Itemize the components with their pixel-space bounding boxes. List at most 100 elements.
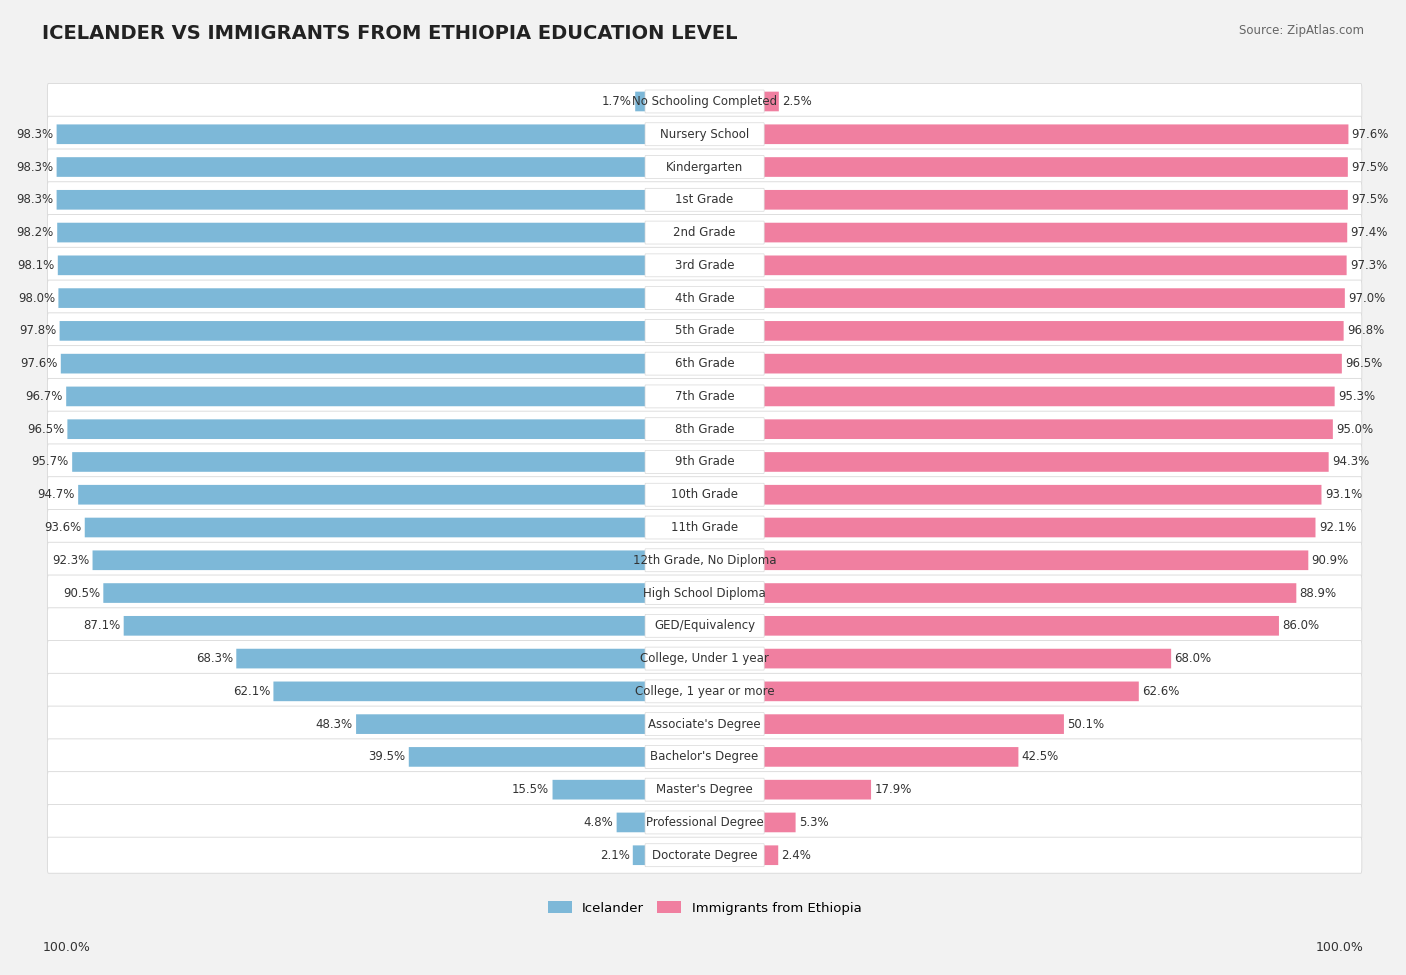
FancyBboxPatch shape <box>645 549 765 571</box>
FancyBboxPatch shape <box>67 419 645 439</box>
Text: 97.8%: 97.8% <box>20 325 56 337</box>
Text: 98.3%: 98.3% <box>17 161 53 174</box>
Text: ICELANDER VS IMMIGRANTS FROM ETHIOPIA EDUCATION LEVEL: ICELANDER VS IMMIGRANTS FROM ETHIOPIA ED… <box>42 24 738 43</box>
FancyBboxPatch shape <box>645 123 765 145</box>
Text: 3rd Grade: 3rd Grade <box>675 258 734 272</box>
FancyBboxPatch shape <box>645 352 765 375</box>
Text: 7th Grade: 7th Grade <box>675 390 734 403</box>
Text: 87.1%: 87.1% <box>83 619 121 633</box>
FancyBboxPatch shape <box>48 116 1362 152</box>
Text: 97.0%: 97.0% <box>1348 292 1385 304</box>
FancyBboxPatch shape <box>763 354 1341 373</box>
Text: 2.5%: 2.5% <box>782 95 811 108</box>
Text: 15.5%: 15.5% <box>512 783 550 797</box>
FancyBboxPatch shape <box>553 780 645 799</box>
FancyBboxPatch shape <box>48 641 1362 677</box>
Text: 4.8%: 4.8% <box>583 816 613 829</box>
Text: 48.3%: 48.3% <box>316 718 353 730</box>
Text: 96.7%: 96.7% <box>25 390 63 403</box>
FancyBboxPatch shape <box>48 411 1362 448</box>
Text: Nursery School: Nursery School <box>659 128 749 140</box>
FancyBboxPatch shape <box>763 518 1316 537</box>
Text: 96.5%: 96.5% <box>1346 357 1382 370</box>
FancyBboxPatch shape <box>58 222 645 243</box>
FancyBboxPatch shape <box>645 254 765 277</box>
FancyBboxPatch shape <box>763 485 1322 505</box>
FancyBboxPatch shape <box>48 542 1362 578</box>
Text: 98.3%: 98.3% <box>17 193 53 207</box>
Text: 2.1%: 2.1% <box>599 848 630 862</box>
FancyBboxPatch shape <box>59 289 645 308</box>
FancyBboxPatch shape <box>763 419 1333 439</box>
FancyBboxPatch shape <box>645 843 765 867</box>
FancyBboxPatch shape <box>48 477 1362 513</box>
Text: 93.1%: 93.1% <box>1324 488 1362 501</box>
FancyBboxPatch shape <box>763 812 796 833</box>
FancyBboxPatch shape <box>48 771 1362 807</box>
Text: 9th Grade: 9th Grade <box>675 455 734 468</box>
FancyBboxPatch shape <box>48 838 1362 874</box>
FancyBboxPatch shape <box>48 575 1362 611</box>
Text: 2.4%: 2.4% <box>782 848 811 862</box>
Text: 90.9%: 90.9% <box>1312 554 1348 566</box>
Text: 97.6%: 97.6% <box>20 357 58 370</box>
FancyBboxPatch shape <box>93 551 645 570</box>
FancyBboxPatch shape <box>48 510 1362 546</box>
FancyBboxPatch shape <box>645 90 765 113</box>
Text: 2nd Grade: 2nd Grade <box>673 226 735 239</box>
FancyBboxPatch shape <box>48 607 1362 644</box>
FancyBboxPatch shape <box>763 157 1348 176</box>
FancyBboxPatch shape <box>763 648 1171 669</box>
FancyBboxPatch shape <box>48 181 1362 217</box>
FancyBboxPatch shape <box>48 149 1362 185</box>
Text: Source: ZipAtlas.com: Source: ZipAtlas.com <box>1239 24 1364 37</box>
Text: 95.7%: 95.7% <box>31 455 69 468</box>
Text: Associate's Degree: Associate's Degree <box>648 718 761 730</box>
FancyBboxPatch shape <box>48 248 1362 284</box>
Text: High School Diploma: High School Diploma <box>643 587 766 600</box>
FancyBboxPatch shape <box>645 516 765 539</box>
Text: 42.5%: 42.5% <box>1022 751 1059 763</box>
Text: 94.3%: 94.3% <box>1331 455 1369 468</box>
FancyBboxPatch shape <box>124 616 645 636</box>
Text: 90.5%: 90.5% <box>63 587 100 600</box>
FancyBboxPatch shape <box>763 386 1334 407</box>
Text: 95.3%: 95.3% <box>1339 390 1375 403</box>
FancyBboxPatch shape <box>59 321 645 340</box>
FancyBboxPatch shape <box>763 255 1347 275</box>
FancyBboxPatch shape <box>48 444 1362 480</box>
FancyBboxPatch shape <box>645 385 765 408</box>
FancyBboxPatch shape <box>48 214 1362 251</box>
FancyBboxPatch shape <box>763 289 1344 308</box>
Text: 6th Grade: 6th Grade <box>675 357 734 370</box>
Text: 97.6%: 97.6% <box>1351 128 1389 140</box>
FancyBboxPatch shape <box>356 715 645 734</box>
Text: Master's Degree: Master's Degree <box>657 783 754 797</box>
FancyBboxPatch shape <box>645 746 765 768</box>
FancyBboxPatch shape <box>763 125 1348 144</box>
FancyBboxPatch shape <box>763 715 1064 734</box>
FancyBboxPatch shape <box>236 648 645 669</box>
Text: 97.4%: 97.4% <box>1351 226 1388 239</box>
FancyBboxPatch shape <box>84 518 645 537</box>
FancyBboxPatch shape <box>60 354 645 373</box>
Text: 5th Grade: 5th Grade <box>675 325 734 337</box>
FancyBboxPatch shape <box>48 674 1362 710</box>
Text: 96.5%: 96.5% <box>27 423 65 436</box>
FancyBboxPatch shape <box>763 551 1309 570</box>
FancyBboxPatch shape <box>645 647 765 670</box>
FancyBboxPatch shape <box>48 345 1362 381</box>
Text: Doctorate Degree: Doctorate Degree <box>652 848 758 862</box>
Text: 98.1%: 98.1% <box>17 258 55 272</box>
Text: No Schooling Completed: No Schooling Completed <box>633 95 778 108</box>
FancyBboxPatch shape <box>763 845 779 865</box>
Text: 94.7%: 94.7% <box>38 488 75 501</box>
FancyBboxPatch shape <box>79 485 645 505</box>
FancyBboxPatch shape <box>617 812 645 833</box>
Text: 100.0%: 100.0% <box>1316 941 1364 954</box>
Text: 17.9%: 17.9% <box>875 783 911 797</box>
FancyBboxPatch shape <box>66 386 645 407</box>
Text: College, 1 year or more: College, 1 year or more <box>634 684 775 698</box>
FancyBboxPatch shape <box>56 125 645 144</box>
FancyBboxPatch shape <box>58 255 645 275</box>
